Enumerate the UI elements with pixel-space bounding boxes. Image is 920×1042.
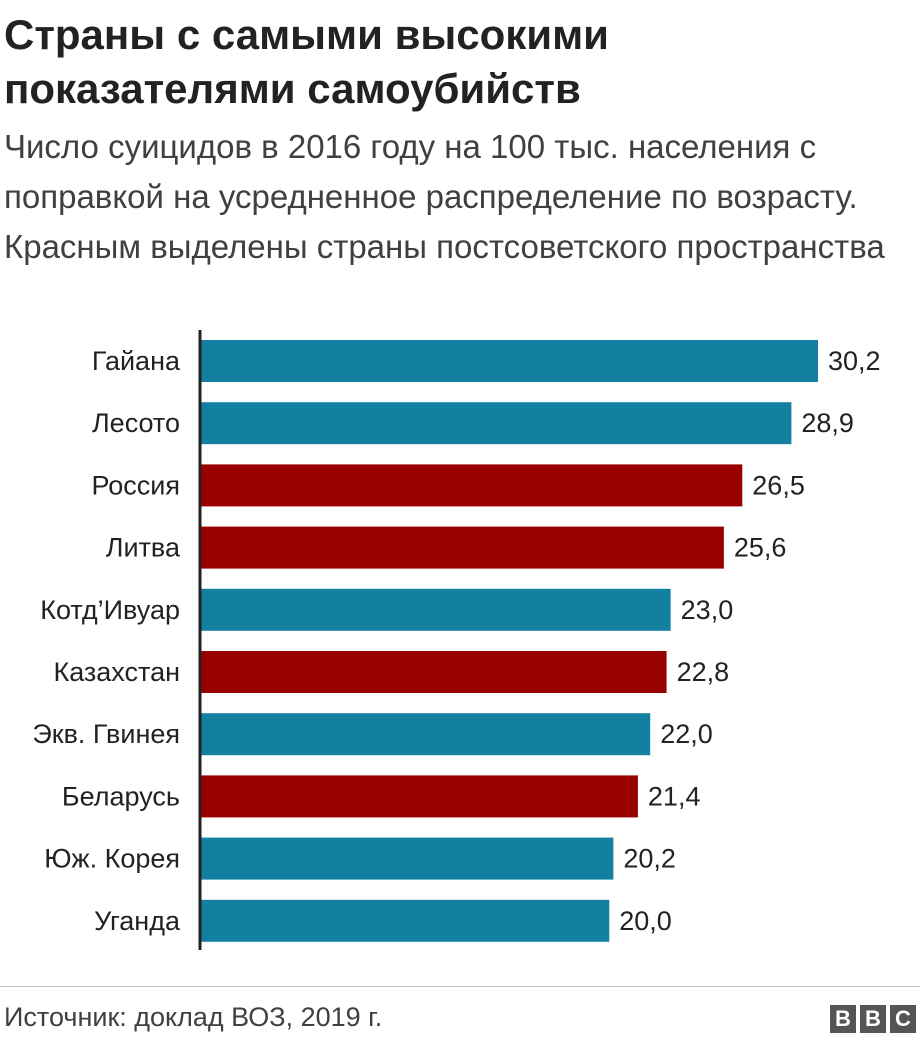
logo-letter-1: B bbox=[830, 1005, 856, 1033]
bbc-logo: B B C bbox=[830, 1005, 916, 1033]
value-label: 25,6 bbox=[734, 533, 787, 563]
chart-title: Страны с самыми высокими показателями са… bbox=[4, 11, 610, 112]
bar bbox=[200, 713, 651, 756]
footer-divider bbox=[0, 986, 920, 987]
bar bbox=[200, 651, 667, 693]
category-label: Гайана bbox=[92, 346, 181, 376]
bar bbox=[200, 526, 724, 569]
category-label: Беларусь bbox=[62, 781, 180, 811]
value-label: 30,2 bbox=[828, 346, 881, 376]
value-label: 21,4 bbox=[648, 781, 701, 811]
bar bbox=[200, 837, 614, 880]
value-label: 28,9 bbox=[801, 408, 854, 438]
value-label: 23,0 bbox=[681, 595, 734, 625]
bar bbox=[200, 340, 818, 382]
logo-letter-2: B bbox=[860, 1005, 886, 1033]
category-label: Котд’Ивуар bbox=[40, 595, 180, 625]
bar bbox=[200, 402, 792, 445]
category-label: Лесото bbox=[92, 408, 180, 438]
value-label: 20,2 bbox=[623, 844, 676, 874]
bar-chart: Гайана 30,2 Лесото 28,9 Россия 26,5 Литва 25,6 К… bbox=[32, 330, 881, 950]
value-label: 26,5 bbox=[752, 470, 805, 500]
category-label: Юж. Корея bbox=[44, 844, 180, 874]
source-note: Источник: доклад ВОЗ, 2019 г. bbox=[4, 1002, 383, 1032]
category-label: Уганда bbox=[94, 906, 181, 936]
value-label: 20,0 bbox=[619, 906, 672, 936]
bar bbox=[200, 588, 671, 631]
logo-letter-3: C bbox=[890, 1005, 916, 1033]
category-label: Экв. Гвинея bbox=[32, 719, 180, 749]
chart-subtitle: Число суицидов в 2016 году на 100 тыс. н… bbox=[4, 128, 885, 265]
bar bbox=[200, 775, 638, 818]
category-label: Россия bbox=[91, 470, 180, 500]
category-label: Литва bbox=[106, 533, 181, 563]
bar bbox=[200, 464, 743, 507]
value-label: 22,0 bbox=[660, 719, 713, 749]
bar bbox=[200, 899, 610, 942]
value-label: 22,8 bbox=[677, 657, 730, 687]
category-label: Казахстан bbox=[53, 657, 180, 687]
